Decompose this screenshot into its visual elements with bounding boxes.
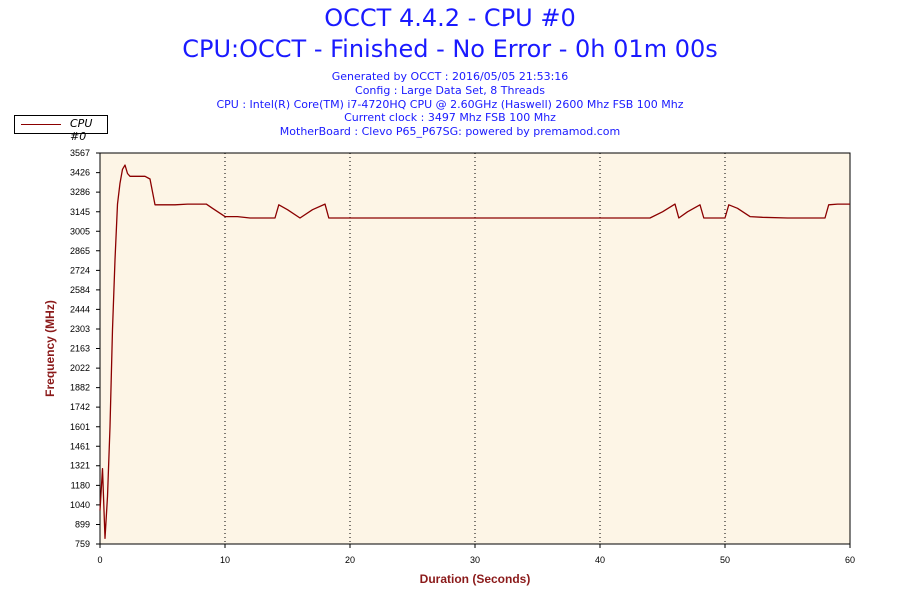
info-generated: Generated by OCCT : 2016/05/05 21:53:16 (331, 70, 569, 83)
y-tick-label: 3145 (70, 207, 90, 217)
series-line-cpu0 (99, 164, 850, 539)
info-motherboard: MotherBoard : Clevo P65_P67SG: powered b… (279, 125, 621, 138)
y-tick-label: 1040 (70, 500, 90, 510)
y-tick-label: 3426 (70, 168, 90, 178)
info-cpu: CPU : Intel(R) Core(TM) i7-4720HQ CPU @ … (216, 98, 684, 111)
y-tick-label: 3567 (70, 148, 90, 158)
legend: CPU #0 (14, 115, 108, 143)
y-tick-label: 2444 (70, 304, 90, 314)
y-axis-label: Frequency (MHz) (43, 300, 57, 397)
info-current-clock: Current clock : 3497 Mhz FSB 100 Mhz (344, 111, 556, 124)
y-tick-label: 1461 (70, 441, 90, 451)
info-config: Config : Large Data Set, 8 Threads (355, 84, 545, 97)
y-tick-label: 2303 (70, 324, 90, 334)
chart-subtitle: CPU:OCCT - Finished - No Error - 0h 01m … (182, 35, 718, 63)
x-tick-label: 0 (97, 555, 102, 565)
y-tick-label: 2724 (70, 265, 90, 275)
y-tick-label: 3005 (70, 226, 90, 236)
legend-swatch (21, 124, 61, 125)
x-tick-label: 50 (720, 555, 730, 565)
y-tick-label: 2163 (70, 344, 90, 354)
x-tick-label: 10 (220, 555, 230, 565)
x-axis-label: Duration (Seconds) (420, 572, 531, 586)
y-tick-label: 759 (75, 539, 90, 549)
y-tick-label: 899 (75, 520, 90, 530)
y-tick-label: 1601 (70, 422, 90, 432)
x-tick-label: 40 (595, 555, 605, 565)
y-tick-label: 2022 (70, 363, 90, 373)
x-tick-label: 30 (470, 555, 480, 565)
y-tick-label: 1321 (70, 461, 90, 471)
x-tick-label: 20 (345, 555, 355, 565)
y-tick-label: 1180 (71, 480, 90, 490)
y-tick-label: 1742 (70, 402, 90, 412)
legend-label: CPU #0 (70, 117, 93, 143)
x-tick-label: 60 (845, 555, 855, 565)
y-tick-label: 2865 (70, 246, 90, 256)
y-tick-label: 1882 (70, 383, 90, 393)
y-tick-label: 3286 (70, 187, 90, 197)
y-tick-label: 2584 (70, 285, 90, 295)
chart-title: OCCT 4.4.2 - CPU #0 (324, 4, 576, 32)
